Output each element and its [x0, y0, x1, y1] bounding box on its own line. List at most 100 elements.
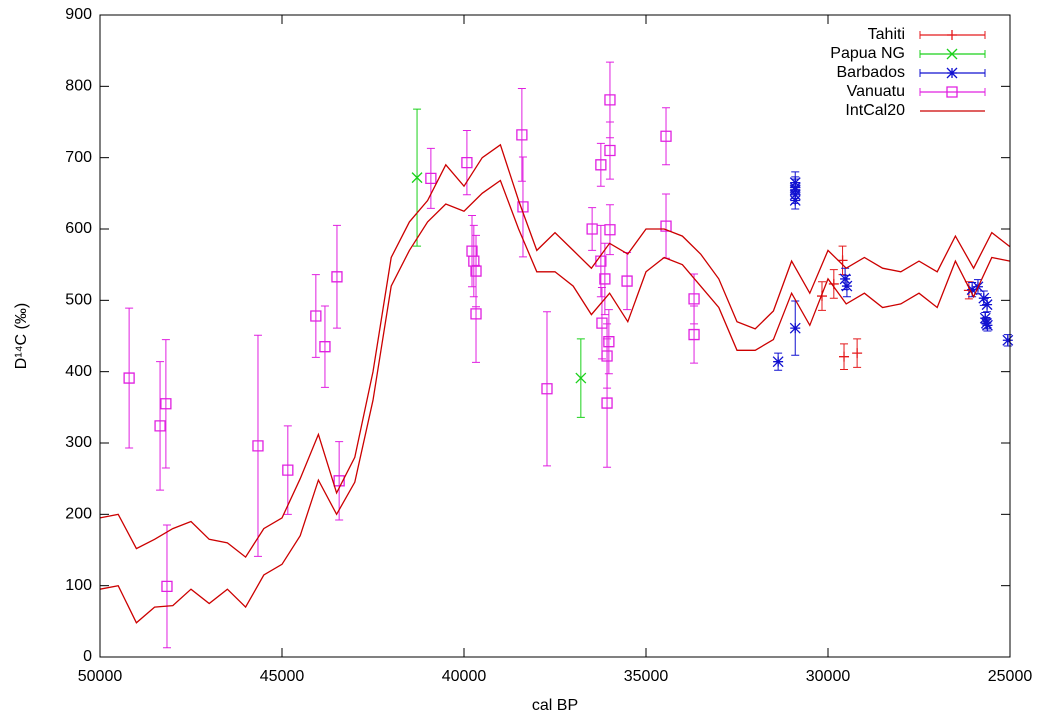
error-bar: [161, 339, 170, 469]
marker: [688, 328, 700, 341]
error-bar: [600, 242, 609, 316]
marker: [772, 356, 784, 368]
y-tick-label: 800: [65, 78, 92, 95]
marker: [461, 157, 473, 169]
legend-key: [919, 86, 986, 98]
y-tick-label: 200: [65, 506, 92, 523]
marker: [837, 255, 848, 266]
marker: [319, 341, 331, 353]
marker: [839, 273, 851, 285]
marker: [282, 464, 294, 476]
error-bar: [605, 121, 614, 180]
marker: [333, 475, 345, 487]
marker: [981, 299, 993, 311]
y-axis-label: D¹⁴C (‰): [13, 303, 30, 369]
marker: [595, 159, 607, 171]
error-bar: [462, 130, 471, 196]
marker: [1002, 334, 1014, 346]
legend-label: IntCal20: [845, 102, 905, 119]
marker: [331, 271, 343, 283]
error-bar: [320, 305, 329, 388]
marker: [161, 580, 173, 593]
marker: [575, 372, 587, 384]
marker: [688, 293, 700, 305]
marker: [604, 144, 616, 157]
x-tick-label: 25000: [988, 668, 1033, 685]
marker: [966, 284, 978, 296]
marker: [160, 398, 172, 410]
marker: [789, 322, 801, 334]
error-bar: [604, 309, 613, 375]
marker: [660, 130, 672, 142]
marker: [841, 280, 853, 292]
marker: [123, 372, 135, 384]
error-bar: [162, 524, 171, 649]
marker: [516, 129, 528, 141]
y-tick-label: 100: [65, 577, 92, 594]
legend-label: Papua NG: [830, 45, 905, 62]
legend-label: Vanuatu: [847, 83, 905, 100]
marker: [411, 172, 423, 184]
marker: [980, 317, 992, 329]
intcal-upper: [99, 143, 1011, 559]
plot-frame: [99, 14, 1011, 658]
marker: [852, 348, 863, 359]
y-tick-label: 400: [65, 363, 92, 380]
error-bar: [156, 361, 165, 491]
marker: [586, 223, 598, 235]
error-bar: [690, 305, 699, 364]
error-bar: [335, 441, 344, 521]
error-bar: [542, 311, 551, 467]
marker: [946, 48, 958, 60]
error-bar: [283, 425, 292, 515]
error-bar: [662, 107, 671, 166]
y-tick-label: 700: [65, 149, 92, 166]
marker: [154, 420, 166, 432]
marker: [839, 351, 850, 362]
error-bar: [596, 224, 605, 298]
x-tick-label: 50000: [78, 668, 123, 685]
marker: [541, 383, 553, 395]
error-bar: [468, 214, 477, 288]
x-tick-label: 40000: [442, 668, 487, 685]
marker: [601, 397, 613, 409]
marker: [470, 265, 482, 277]
error-bar: [253, 334, 262, 557]
y-tick-label: 0: [83, 648, 92, 665]
error-bar: [125, 307, 134, 449]
marker: [979, 312, 991, 324]
error-bar: [588, 207, 597, 251]
error-bar: [426, 147, 435, 209]
x-axis-label: cal BP: [532, 697, 578, 714]
marker: [978, 292, 990, 304]
error-bar: [596, 142, 605, 187]
y-tick-label: 300: [65, 434, 92, 451]
legend-key: [919, 48, 986, 60]
error-bar: [332, 224, 341, 329]
intcal-lower: [99, 179, 1011, 624]
error-bar: [605, 204, 614, 256]
y-tick-label: 500: [65, 292, 92, 309]
marker: [517, 201, 529, 213]
marker: [470, 308, 482, 320]
y-tick-label: 600: [65, 220, 92, 237]
x-tick-label: 45000: [260, 668, 305, 685]
error-bar: [311, 274, 320, 358]
legend-label: Tahiti: [868, 26, 905, 43]
marker: [603, 336, 615, 348]
marker: [604, 224, 616, 236]
x-tick-label: 30000: [806, 668, 851, 685]
legend-key: [919, 30, 986, 40]
marker: [981, 319, 993, 331]
legend-label: Barbados: [837, 64, 906, 81]
marker: [946, 67, 958, 79]
legend-key: [919, 67, 986, 79]
marker: [946, 86, 958, 98]
marker: [621, 275, 633, 287]
marker: [789, 182, 801, 194]
y-tick-label: 900: [65, 6, 92, 23]
error-bar: [472, 264, 481, 363]
marker: [604, 94, 616, 106]
marker: [252, 440, 264, 452]
